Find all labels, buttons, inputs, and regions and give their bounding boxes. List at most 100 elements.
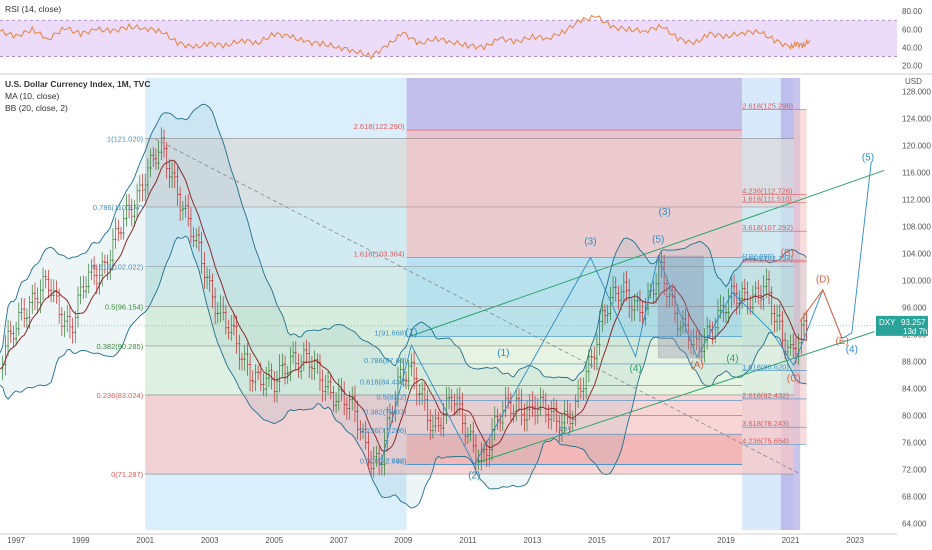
time-tick-label: 2013: [523, 536, 541, 545]
price-y-axis: 64.000 68.000 72.000 76.000 80.000 84.000 88.0…: [902, 87, 931, 528]
time-tick-label: 2005: [265, 536, 283, 545]
time-tick-label: 2003: [201, 536, 219, 545]
fib-label-left: 1(121.020): [107, 135, 144, 144]
fib-label-mid: 0.236(77.206): [360, 426, 407, 435]
wave-label: (4): [630, 363, 642, 374]
fib-zone-mid: [406, 257, 743, 337]
wave-label: (E): [835, 336, 848, 347]
time-tick-label: 2017: [653, 536, 671, 545]
fib-zones: [145, 78, 807, 530]
fib-label-mid: 0.618(84.433): [360, 377, 407, 386]
time-tick-label: 2021: [782, 536, 800, 545]
rsi-tick-label: 80.00: [902, 7, 923, 16]
axis-currency: USD: [905, 77, 922, 86]
rsi-line: [0, 14, 811, 61]
time-tick-label: 2001: [136, 536, 154, 545]
price-tag-countdown: 13d 7h: [903, 327, 927, 336]
fib-zone-mid-upper: [406, 130, 743, 258]
wave-label: (A): [690, 360, 703, 371]
wave-label: (4): [726, 353, 738, 364]
fib-label-right: 1.618(111.510): [742, 195, 792, 204]
price-tick-label: 68.000: [902, 492, 927, 501]
wave-label: (3): [659, 207, 671, 218]
wave-label: (B): [781, 248, 794, 259]
main-pane: 1(121.020) 0.786(110.877) 0.618(102.022) 0.…: [0, 77, 931, 545]
time-tick-label: 2023: [846, 536, 864, 545]
rsi-tick-label: 20.00: [902, 61, 923, 70]
fib-label-left: 0.786(110.877): [93, 203, 144, 212]
fib-zone-mid-lower: [406, 434, 743, 465]
price-tick-label: 80.000: [902, 411, 927, 420]
price-tag: DXY 93.257 13d 7h: [876, 315, 928, 336]
fib-label-mid: 0.382(79.97): [364, 408, 407, 417]
fib-label-right: 4.236(75.654): [742, 437, 789, 446]
main-legend-ma: MA (10, close): [5, 91, 59, 101]
price-tick-label: 120.000: [902, 141, 931, 150]
price-tag-value: 93.257: [901, 318, 926, 327]
fib-label-mid: 1.618(103.364): [354, 250, 405, 259]
rsi-pane: 20.00 40.00 60.00 80.00 RSI (14, close): [0, 0, 923, 72]
time-tick-label: 2011: [459, 536, 477, 545]
time-tick-label: 2019: [717, 536, 735, 545]
moving-average-line: [0, 159, 807, 452]
wave-labels: (1) (1) (2) (2) (3) (3) (4) (4) (5) (5) (4) (A) (B) (…: [405, 152, 874, 481]
price-tag-ticker: DXY: [879, 318, 896, 327]
price-tick-label: 104.000: [902, 249, 931, 258]
time-tick-label: 2015: [588, 536, 606, 545]
abcde-wave-path: [799, 288, 843, 339]
trend-lines: [0, 138, 897, 475]
fib-label-mid: 0.000(72.698): [360, 457, 407, 466]
fib-label-left: 0.618(102.022): [92, 263, 143, 272]
time-tick-label: 2007: [330, 536, 348, 545]
bollinger-fill: [0, 104, 807, 508]
fib-label-mid: 2.618(122.290): [354, 122, 405, 131]
wave-label: (3): [584, 237, 596, 248]
price-tick-label: 96.000: [902, 303, 927, 312]
wave-label: (4): [846, 345, 858, 356]
fib-label-mid: 0.5(82.2): [377, 392, 408, 401]
main-legend-bb: BB (20, close, 2): [5, 103, 68, 113]
time-x-axis: 1997 1999 2001 2003 2005 2007 2009 2011 2013 2015…: [0, 533, 897, 545]
fib-label-right: (102.990): [742, 252, 775, 261]
upper-channel-line: [409, 169, 885, 337]
price-tick-label: 76.000: [902, 438, 927, 447]
fib-label-right: 3.618(78.243): [742, 419, 789, 428]
fib-label-mid: 1(91.668): [374, 329, 407, 338]
fib-label-right: 4.236(112.726): [742, 187, 793, 196]
fib-labels: 1(121.020) 0.786(110.877) 0.618(102.022) 0.…: [92, 102, 807, 479]
wave-label: (2): [559, 426, 571, 437]
dashed-trend-line: [154, 138, 801, 475]
rsi-tick-label: 60.00: [902, 25, 923, 34]
wave-label: (1): [405, 328, 417, 339]
fib-label-right: 1.618(86.620): [742, 363, 789, 372]
price-tick-label: 64.000: [902, 519, 927, 528]
price-tag-box: [876, 315, 928, 336]
bollinger-band: [0, 103, 808, 509]
fib-label-mid: 0.786(87.61): [364, 356, 407, 365]
price-tick-label: 100.000: [902, 276, 931, 285]
fib-label-right: 2.618(102.734): [742, 254, 793, 263]
fib-label-right: 2.618(82.432): [742, 391, 789, 400]
bollinger-lower: [0, 235, 807, 509]
price-tick-label: 108.000: [902, 222, 931, 231]
time-tick-label: 1997: [7, 536, 25, 545]
fib-label-right: 2.618(125.296): [742, 102, 793, 111]
time-tick-label: 2009: [394, 536, 412, 545]
fib-label-right: 3.618(107.292): [742, 223, 793, 232]
price-tick-label: 88.000: [902, 357, 927, 366]
wave-label: (2): [468, 471, 480, 482]
fib-label-left: 0.382(90.285): [96, 342, 143, 351]
price-tick-label: 128.000: [902, 87, 931, 96]
range-box: [657, 255, 704, 359]
rsi-band: [0, 20, 897, 57]
fib-label-left: 0.236(83.024): [96, 391, 143, 400]
wave-label: (5): [652, 235, 664, 246]
fib-zone-right: [793, 109, 807, 445]
wave-label: (D): [816, 274, 830, 285]
wave-label: (1): [497, 348, 509, 359]
rsi-y-axis: 20.00 40.00 60.00 80.00: [902, 7, 923, 70]
price-tick-label: 124.000: [902, 114, 931, 123]
fib-label-left: 0.5(96.154): [105, 302, 144, 311]
rsi-legend: RSI (14, close): [5, 4, 61, 14]
